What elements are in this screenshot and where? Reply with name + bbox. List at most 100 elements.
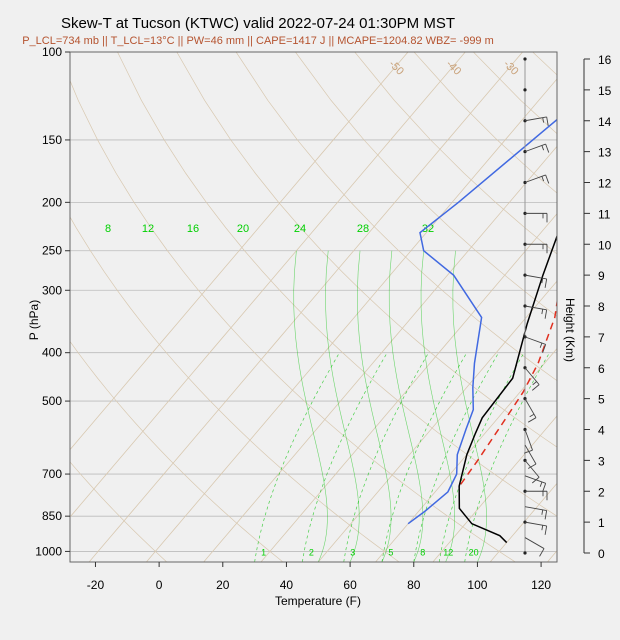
level-dot	[523, 57, 527, 61]
height-axis-label: Height (Km)	[563, 298, 577, 362]
y-tick-label: 850	[42, 509, 62, 523]
height-tick-label: 10	[598, 238, 612, 252]
mixing-ratio-line	[343, 352, 429, 562]
wind-barb	[524, 367, 540, 391]
x-tick-label: 0	[156, 578, 163, 592]
moist-adiabat-line	[388, 250, 424, 562]
barb-flag	[541, 309, 544, 315]
isotherm-line	[489, 482, 557, 562]
level-dot	[523, 551, 527, 555]
x-tick-label: 40	[280, 578, 294, 592]
y-tick-label: 200	[42, 195, 62, 209]
barb-flag	[539, 481, 543, 487]
barb-staff	[524, 429, 533, 451]
isotherm-line	[70, 52, 409, 451]
moist-adiabat-label: 32	[422, 223, 434, 235]
barb-staff	[524, 274, 547, 280]
mixing-ratio-line	[381, 352, 468, 562]
x-axis-label: Temperature (F)	[275, 594, 361, 608]
height-tick-label: 7	[598, 331, 605, 345]
barb-staff	[524, 506, 547, 511]
wind-barb	[524, 521, 548, 535]
moist-adiabat-line	[420, 250, 456, 562]
barb-flag	[541, 278, 544, 284]
moist-adiabat-label: 16	[187, 223, 199, 235]
barb-staff	[524, 174, 546, 183]
x-tick-label: 120	[531, 578, 551, 592]
isotherm-line	[260, 213, 557, 562]
y-tick-label: 400	[42, 346, 62, 360]
x-tick-label: 60	[343, 578, 357, 592]
moist-adiabat-label: 28	[357, 223, 369, 235]
barb-flag	[523, 449, 533, 454]
barb-flag	[539, 548, 545, 557]
barb-flag	[542, 344, 547, 354]
moist-adiabat-line	[293, 250, 328, 562]
y-tick-label: 100	[42, 45, 62, 59]
mixing-ratio-line	[438, 352, 525, 562]
dry-adiabat-line	[295, 52, 557, 317]
y-tick-label: 700	[42, 467, 62, 481]
height-tick-label: 0	[598, 547, 605, 561]
wind-barb	[523, 429, 533, 454]
dry-adiabat-line	[117, 52, 557, 517]
barb-flag	[531, 384, 540, 391]
wind-barb	[524, 274, 548, 288]
level-dot	[523, 88, 527, 92]
wind-barb	[524, 143, 550, 153]
barb-flag	[539, 342, 543, 348]
height-tick-label: 8	[598, 300, 605, 314]
height-tick-label: 11	[598, 207, 611, 221]
height-tick-label: 9	[598, 269, 605, 283]
x-tick-label: 20	[216, 578, 230, 592]
barb-flag	[545, 174, 550, 184]
mixing-ratio-label: 1	[261, 547, 266, 557]
isotherm-line	[317, 280, 557, 562]
barb-flag	[541, 176, 545, 182]
height-tick-label: 15	[598, 84, 612, 98]
wind-barb	[524, 444, 537, 469]
plot-area	[70, 52, 557, 562]
isotherm-line	[375, 347, 557, 562]
barb-staff	[524, 143, 546, 153]
mixing-ratio-line	[254, 352, 340, 562]
moist-adiabat-label: 20	[237, 223, 249, 235]
wind-barb	[524, 537, 545, 557]
wind-barb	[524, 398, 537, 423]
wind-barb	[524, 305, 548, 319]
mixing-ratio-line	[413, 352, 499, 562]
wind-barb	[525, 243, 548, 254]
barb-flag	[544, 510, 548, 520]
mixing-ratio-label: 8	[420, 547, 425, 557]
wind-barb	[524, 506, 548, 520]
dry-adiabat-line	[70, 461, 168, 562]
barb-staff	[524, 398, 537, 418]
y-axis-label: P (hPa)	[27, 300, 41, 340]
mixing-ratio-label: 20	[469, 547, 479, 557]
height-tick-label: 16	[598, 53, 612, 67]
height-tick-label: 14	[598, 115, 612, 129]
parcel-line	[460, 297, 557, 485]
dry-adiabat-line	[176, 52, 557, 448]
mixing-ratio-line	[464, 352, 550, 562]
temperature-line	[458, 234, 557, 544]
height-tick-label: 12	[598, 177, 612, 191]
barb-flag	[541, 145, 545, 151]
barb-flag	[541, 509, 544, 515]
isotherm-line	[432, 415, 557, 562]
barb-flag	[544, 278, 548, 288]
wind-barb	[524, 336, 547, 354]
chart-title: Skew-T at Tucson (KTWC) valid 2022-07-24…	[61, 15, 455, 32]
mixing-ratio-line	[302, 352, 388, 562]
isotherm-line	[203, 145, 557, 562]
barb-flag	[544, 309, 548, 319]
barb-staff	[524, 444, 537, 465]
height-tick-label: 1	[598, 516, 605, 530]
moist-adiabat-label: 12	[142, 223, 154, 235]
dry-adiabat-line	[70, 79, 516, 562]
mixing-ratio-label: 2	[309, 547, 314, 557]
barb-flag	[542, 117, 545, 123]
mixing-ratio-label: 12	[443, 547, 453, 557]
wind-barb	[525, 490, 548, 501]
